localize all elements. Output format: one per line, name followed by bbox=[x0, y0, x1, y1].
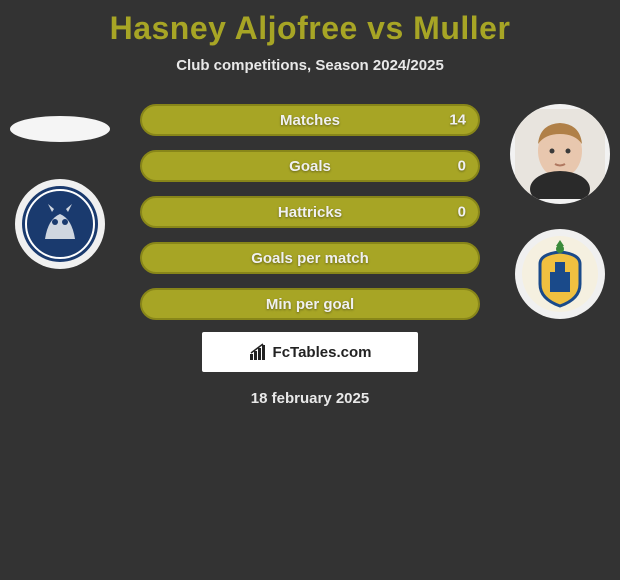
oldham-athletic-crest-icon bbox=[20, 184, 100, 264]
left-player-column bbox=[5, 104, 115, 269]
brand-text: FcTables.com bbox=[273, 344, 372, 361]
avatar-placeholder-icon bbox=[10, 116, 110, 142]
subtitle: Club competitions, Season 2024/2025 bbox=[0, 57, 620, 74]
right-player-column bbox=[505, 104, 615, 319]
stat-bar: Matches 14 bbox=[140, 104, 480, 136]
left-club-crest bbox=[15, 179, 105, 269]
stat-bar: Hattricks 0 bbox=[140, 196, 480, 228]
left-player-avatar bbox=[10, 104, 110, 154]
right-player-avatar bbox=[510, 104, 610, 204]
right-club-crest bbox=[515, 229, 605, 319]
stat-bar: Min per goal bbox=[140, 288, 480, 320]
content-area: Matches 14 Goals 0 Hattricks 0 Goals per… bbox=[0, 104, 620, 407]
stat-right-value: 0 bbox=[458, 158, 466, 175]
comparison-card: Hasney Aljofree vs Muller Club competiti… bbox=[0, 0, 620, 407]
stat-bar: Goals per match bbox=[140, 242, 480, 274]
stat-right-value: 0 bbox=[458, 204, 466, 221]
stat-right-value: 14 bbox=[449, 112, 466, 129]
chart-bars-icon bbox=[249, 343, 267, 361]
sutton-united-crest-icon bbox=[520, 234, 600, 314]
comparison-date: 18 february 2025 bbox=[0, 390, 620, 407]
stat-label: Goals per match bbox=[251, 250, 369, 267]
brand-badge[interactable]: FcTables.com bbox=[202, 332, 418, 372]
stat-bar: Goals 0 bbox=[140, 150, 480, 182]
stat-label: Min per goal bbox=[266, 296, 354, 313]
stat-label: Goals bbox=[289, 158, 331, 175]
stat-bars: Matches 14 Goals 0 Hattricks 0 Goals per… bbox=[140, 104, 480, 320]
stat-label: Matches bbox=[280, 112, 340, 129]
page-title: Hasney Aljofree vs Muller bbox=[0, 10, 620, 47]
stat-label: Hattricks bbox=[278, 204, 342, 221]
player-photo-icon bbox=[515, 109, 605, 199]
